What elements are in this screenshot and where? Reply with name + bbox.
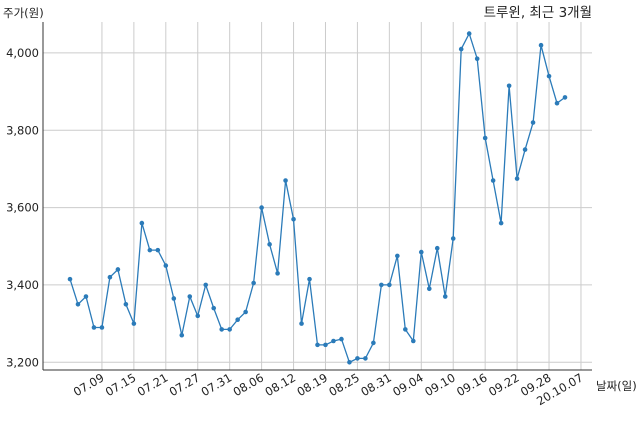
x-tick-label: 07.27 bbox=[167, 370, 203, 399]
x-tick-label: 07.09 bbox=[71, 370, 107, 399]
x-tick-label: 08.06 bbox=[231, 370, 267, 399]
data-point bbox=[418, 249, 424, 255]
data-point bbox=[355, 356, 360, 361]
data-point bbox=[466, 31, 472, 36]
data-point bbox=[195, 313, 201, 319]
data-point bbox=[155, 247, 161, 253]
data-point bbox=[538, 42, 544, 48]
data-point bbox=[251, 280, 256, 286]
data-point bbox=[283, 178, 288, 183]
data-point bbox=[514, 176, 520, 181]
data-point bbox=[395, 253, 400, 259]
data-point bbox=[474, 56, 480, 62]
data-point bbox=[147, 247, 153, 253]
data-point bbox=[171, 296, 177, 301]
data-point bbox=[219, 327, 224, 332]
x-tick-label: 09.22 bbox=[486, 370, 522, 399]
data-point bbox=[482, 135, 488, 141]
data-point bbox=[331, 338, 336, 344]
data-point bbox=[530, 120, 536, 125]
data-point bbox=[371, 340, 376, 346]
data-point bbox=[339, 336, 344, 342]
price-series-line bbox=[69, 31, 566, 364]
data-point bbox=[91, 325, 97, 330]
data-point bbox=[450, 236, 456, 241]
data-point bbox=[458, 46, 464, 52]
x-tick-label: 07.31 bbox=[199, 370, 235, 399]
data-point bbox=[243, 309, 248, 315]
data-point bbox=[163, 263, 169, 268]
x-tick-label: 08.31 bbox=[358, 370, 394, 399]
x-tick-label: 08.25 bbox=[326, 370, 362, 399]
data-point bbox=[363, 356, 368, 361]
data-point bbox=[315, 342, 320, 348]
y-tick-label: 3,400 bbox=[6, 278, 39, 292]
data-point bbox=[235, 317, 240, 323]
data-point bbox=[379, 282, 384, 288]
data-point bbox=[299, 321, 304, 326]
data-point bbox=[115, 267, 121, 272]
data-point bbox=[187, 294, 193, 299]
y-tick-label: 3,600 bbox=[6, 201, 39, 215]
data-point bbox=[498, 220, 504, 226]
x-tick-label: 07.21 bbox=[135, 370, 171, 399]
data-point bbox=[259, 205, 264, 210]
grid-layer bbox=[43, 22, 592, 370]
data-point bbox=[490, 178, 496, 183]
data-point bbox=[75, 301, 81, 307]
data-point bbox=[403, 327, 408, 332]
data-point bbox=[179, 332, 185, 338]
data-point bbox=[546, 73, 552, 79]
x-tick-label: 09.04 bbox=[390, 370, 426, 399]
data-point bbox=[83, 294, 89, 299]
axis-layer: 3,200 3,400 3,600 3,800 4,000 07.0907.1507.21… bbox=[6, 22, 592, 408]
y-tick-label: 4,000 bbox=[6, 46, 39, 60]
data-point bbox=[554, 100, 560, 106]
data-point bbox=[411, 338, 416, 344]
data-point bbox=[123, 301, 129, 307]
data-point bbox=[522, 147, 528, 152]
data-point bbox=[99, 325, 105, 330]
data-point bbox=[267, 242, 272, 247]
data-point bbox=[211, 305, 217, 311]
data-point bbox=[323, 342, 328, 348]
data-point bbox=[434, 245, 440, 251]
chart-title: 트루윈, 최근 3개월 bbox=[484, 5, 592, 21]
data-point bbox=[387, 282, 392, 288]
data-point bbox=[347, 359, 352, 365]
data-point bbox=[442, 294, 448, 299]
data-point bbox=[506, 83, 512, 89]
x-tick-label: 09.16 bbox=[454, 370, 490, 399]
x-tick-label: 07.15 bbox=[103, 370, 139, 399]
data-point bbox=[107, 274, 113, 280]
data-point bbox=[139, 220, 145, 226]
y-tick-label: 3,800 bbox=[6, 123, 39, 137]
x-tick-label: 08.12 bbox=[263, 370, 299, 399]
data-point bbox=[275, 271, 280, 276]
data-point bbox=[131, 321, 137, 326]
data-point bbox=[67, 276, 73, 282]
data-point bbox=[426, 286, 432, 292]
y-tick-label: 3,200 bbox=[6, 355, 39, 369]
y-axis-label: 주가(원) bbox=[3, 6, 44, 20]
data-point bbox=[227, 327, 232, 332]
series-layer bbox=[67, 31, 568, 365]
x-tick-label: 09.10 bbox=[422, 370, 458, 399]
data-point bbox=[307, 276, 312, 282]
x-axis-label: 날짜(일) bbox=[596, 379, 637, 393]
data-point bbox=[291, 216, 296, 222]
data-point bbox=[203, 282, 209, 288]
data-point bbox=[562, 95, 568, 100]
x-tick-label: 08.19 bbox=[294, 370, 330, 399]
